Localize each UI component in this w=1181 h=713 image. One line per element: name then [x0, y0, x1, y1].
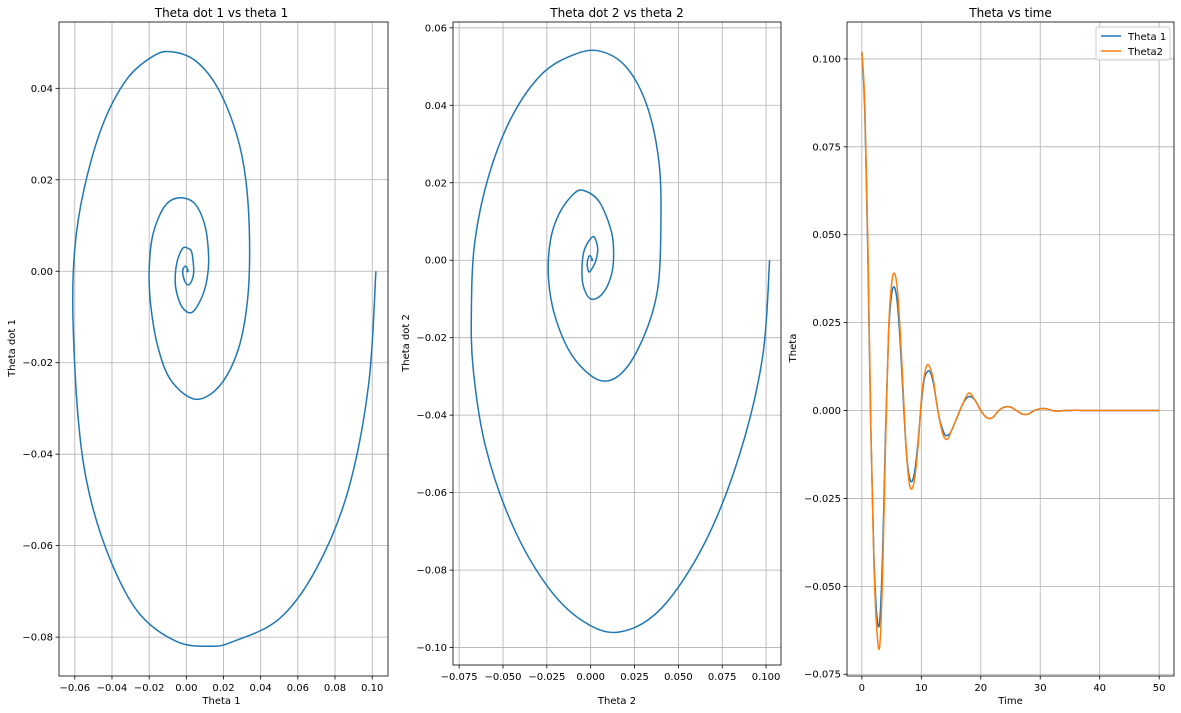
x-tick-label: 0.025 — [620, 672, 649, 683]
y-tick-label: 0.00 — [425, 256, 447, 267]
x-tick-label: 0 — [859, 683, 865, 694]
gridlines — [453, 22, 781, 665]
legend-label-theta-2: Theta2 — [1127, 47, 1163, 58]
y-tick-label: −0.02 — [416, 333, 447, 344]
legend-label-theta-1: Theta 1 — [1127, 32, 1166, 43]
x-tick-label: 0.08 — [324, 683, 346, 694]
y-tick-label: 0.06 — [425, 23, 447, 34]
x-tick-label: 0.100 — [752, 672, 781, 683]
y-tick-label: −0.06 — [22, 541, 53, 552]
series-line-series — [470, 49, 771, 634]
gridlines — [847, 22, 1174, 676]
plot-area — [846, 21, 1175, 677]
x-tick-label: −0.075 — [441, 672, 478, 683]
tick-labels: 0 10 20 30 40 50 −0.075 −0.050 −0.025 0.000 0.025 0… — [804, 54, 1166, 694]
y-tick-label: 0.075 — [812, 142, 841, 153]
x-tick-label: −0.06 — [59, 683, 90, 694]
y-tick-label: −0.025 — [804, 494, 841, 505]
chart-title: Theta dot 1 vs theta 1 — [154, 6, 289, 20]
x-axis-label: Theta 1 — [201, 696, 240, 707]
x-tick-label: 0.10 — [361, 683, 383, 694]
series-group — [470, 49, 771, 634]
series-group — [71, 50, 377, 648]
y-tick-label: 0.02 — [425, 178, 447, 189]
y-tick-label: 0.00 — [31, 267, 53, 278]
y-tick-label: 0.04 — [31, 84, 53, 95]
y-tick-label: 0.100 — [812, 54, 841, 65]
series-group — [861, 51, 1160, 651]
x-tick-label: 30 — [1034, 683, 1047, 694]
y-tick-label: −0.04 — [416, 411, 447, 422]
y-tick-label: 0.000 — [812, 406, 841, 417]
y-tick-label: −0.08 — [22, 633, 53, 644]
gridlines — [59, 22, 388, 676]
x-axis-label: Time — [997, 696, 1022, 707]
tick-labels: −0.06 −0.04 −0.02 0.00 0.02 0.04 0.06 0.08 0.10 −… — [22, 84, 383, 694]
x-tick-label: 40 — [1093, 683, 1106, 694]
y-axis-label: Theta dot 2 — [401, 314, 412, 373]
phase-plot-2: Theta dot 2 vs theta 2 −0.075 −0.050 −0.02… — [401, 6, 782, 707]
y-tick-label: −0.08 — [416, 566, 447, 577]
x-tick-label: 0.04 — [250, 683, 272, 694]
y-tick-label: −0.075 — [804, 670, 841, 681]
chart-title: Theta dot 2 vs theta 2 — [549, 6, 684, 20]
x-tick-label: 50 — [1153, 683, 1166, 694]
time-plot: Theta vs time 0 10 20 30 40 50 −0.075 −0.050 −0.… — [788, 6, 1175, 707]
tick-labels: −0.075 −0.050 −0.025 0.000 0.025 0.050 0.075 0.… — [416, 23, 780, 683]
y-tick-label: 0.02 — [31, 175, 53, 186]
y-tick-label: 0.04 — [425, 101, 447, 112]
y-tick-label: −0.10 — [416, 643, 447, 654]
y-tick-label: −0.02 — [22, 358, 53, 369]
y-axis-label: Theta dot 1 — [7, 319, 18, 378]
series-line-theta2 — [861, 51, 1160, 651]
x-tick-label: −0.04 — [97, 683, 128, 694]
y-tick-label: −0.04 — [22, 450, 53, 461]
x-tick-label: 0.06 — [287, 683, 309, 694]
chart-title: Theta vs time — [968, 6, 1051, 20]
series-line-series — [71, 50, 377, 648]
plot-area — [452, 21, 782, 666]
x-tick-label: 0.075 — [708, 672, 737, 683]
x-tick-label: 0.000 — [576, 672, 605, 683]
x-tick-label: −0.02 — [134, 683, 165, 694]
y-axis-label: Theta — [788, 334, 799, 364]
x-axis-label: Theta 2 — [597, 696, 636, 707]
phase-plot-1: Theta dot 1 vs theta 1 −0.06 −0.04 −0.02 0.… — [7, 6, 389, 707]
y-tick-label: −0.050 — [804, 582, 841, 593]
y-tick-label: 0.025 — [812, 318, 841, 329]
x-tick-label: 10 — [915, 683, 928, 694]
y-tick-label: 0.050 — [812, 230, 841, 241]
x-tick-label: 20 — [974, 683, 987, 694]
y-tick-label: −0.06 — [416, 488, 447, 499]
x-tick-label: −0.050 — [484, 672, 521, 683]
legend: Theta 1 Theta2 — [1095, 26, 1171, 61]
x-tick-label: 0.02 — [212, 683, 234, 694]
x-tick-label: 0.050 — [664, 672, 693, 683]
x-tick-label: 0.00 — [175, 683, 197, 694]
series-line-theta-1 — [861, 51, 1160, 628]
x-tick-label: −0.025 — [528, 672, 565, 683]
